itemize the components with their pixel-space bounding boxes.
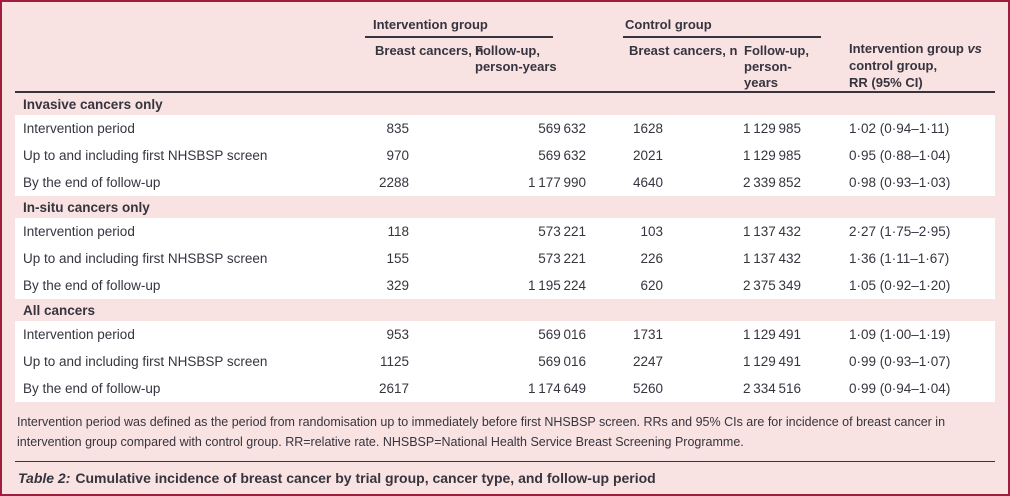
cell-rr: 2·27 (1·75–2·95)	[849, 224, 951, 239]
cell-intervention-py: 573 221	[538, 224, 586, 239]
table-footnote: Intervention period was defined as the p…	[17, 415, 946, 449]
cell-rr: 1·02 (0·94–1·11)	[849, 121, 950, 136]
caption-divider	[15, 461, 995, 462]
table-row: Intervention period 953 569 016 1731 1 1…	[15, 321, 995, 348]
cell-intervention-n: 155	[386, 251, 409, 266]
row-label: Up to and including first NHSBSP screen	[23, 354, 268, 369]
cell-intervention-n: 835	[386, 121, 409, 136]
cell-control-py: 2 339 852	[743, 175, 801, 190]
table-row: Up to and including first NHSBSP screen …	[15, 142, 995, 169]
cell-rr: 1·36 (1·11–1·67)	[849, 251, 950, 266]
row-label: Up to and including first NHSBSP screen	[23, 251, 268, 266]
cell-intervention-n: 2288	[378, 175, 409, 190]
row-label: By the end of follow-up	[23, 175, 161, 190]
cell-control-py: 1 137 432	[743, 224, 801, 239]
cell-rr: 0·98 (0·93–1·03)	[849, 175, 951, 190]
cell-rr: 0·95 (0·88–1·04)	[849, 148, 951, 163]
cell-intervention-n: 953	[386, 327, 409, 342]
rr-header-vs: vs	[967, 41, 982, 56]
table-row: Up to and including first NHSBSP screen …	[15, 348, 995, 375]
intervention-group-header: Intervention group	[365, 2, 589, 38]
cell-control-py: 1 129 985	[743, 121, 801, 136]
cell-rr: 0·99 (0·94–1·04)	[849, 381, 951, 396]
section-title: All cancers	[15, 299, 995, 321]
control-followup-header: Follow-up, person-years	[702, 38, 821, 93]
cell-control-n: 2021	[632, 148, 663, 163]
table-row: By the end of follow-up 2288 1 177 990 4…	[15, 169, 995, 196]
table-row: Intervention period 835 569 632 1628 1 1…	[15, 115, 995, 142]
rr-header-line2: control group,	[849, 58, 938, 73]
cell-control-n: 2247	[632, 354, 663, 369]
cell-control-py: 1 129 985	[743, 148, 801, 163]
table-caption: Table 2: Cumulative incidence of breast c…	[15, 462, 995, 486]
cell-control-py: 1 129 491	[743, 354, 801, 369]
cell-control-n: 5260	[632, 381, 663, 396]
sub-header-row: Breast cancers, n Follow-up, person-year…	[15, 38, 995, 93]
cell-intervention-py: 569 016	[538, 327, 586, 342]
row-label: Up to and including first NHSBSP screen	[23, 148, 268, 163]
table-row: Intervention period 118 573 221 103 1 13…	[15, 218, 995, 245]
cell-control-n: 4640	[632, 175, 663, 190]
cell-control-py: 1 137 432	[743, 251, 801, 266]
table-row: By the end of follow-up 2617 1 174 649 5…	[15, 375, 995, 402]
cell-intervention-py: 1 177 990	[528, 175, 586, 190]
rr-column-header: Intervention group vs control group, RR …	[821, 2, 995, 93]
control-group-header: Control group	[589, 2, 821, 38]
rr-header-line3: RR (95% CI)	[849, 75, 923, 90]
cell-rr: 1·05 (0·92–1·20)	[849, 278, 951, 293]
table-row: By the end of follow-up 329 1 195 224 62…	[15, 272, 995, 299]
cell-control-n: 103	[640, 224, 663, 239]
row-label: Intervention period	[23, 224, 135, 239]
empty-header-cell	[15, 2, 365, 38]
cell-control-n: 1731	[632, 327, 663, 342]
cell-intervention-py: 1 174 649	[528, 381, 586, 396]
cell-intervention-n: 2617	[378, 381, 409, 396]
cell-intervention-py: 1 195 224	[528, 278, 586, 293]
cell-intervention-py: 569 632	[538, 121, 586, 136]
cell-control-py: 1 129 491	[743, 327, 801, 342]
table-row: Up to and including first NHSBSP screen …	[15, 245, 995, 272]
cell-intervention-py: 569 632	[538, 148, 586, 163]
section-title: Invasive cancers only	[15, 92, 995, 115]
row-label: Intervention period	[23, 327, 135, 342]
control-group-label: Control group	[623, 17, 821, 38]
cell-rr: 1·09 (1·00–1·19)	[849, 327, 951, 342]
cell-intervention-py: 573 221	[538, 251, 586, 266]
control-breast-cancers-header: Breast cancers, n	[589, 38, 737, 93]
row-label: By the end of follow-up	[23, 381, 161, 396]
row-label: Intervention period	[23, 121, 135, 136]
intervention-group-label: Intervention group	[365, 17, 553, 38]
section-row-invasive: Invasive cancers only	[15, 92, 995, 115]
cell-intervention-n: 118	[387, 224, 409, 239]
cell-control-py: 2 375 349	[743, 278, 801, 293]
cell-control-n: 1628	[632, 121, 663, 136]
section-title: In-situ cancers only	[15, 196, 995, 218]
cell-intervention-py: 569 016	[538, 354, 586, 369]
section-row-insitu: In-situ cancers only	[15, 196, 995, 218]
row-label: By the end of follow-up	[23, 278, 161, 293]
cell-control-py: 2 334 516	[743, 381, 801, 396]
rr-header-line1: Intervention group	[849, 41, 968, 56]
group-header-row: Intervention group Control group Interve…	[15, 2, 995, 93]
intervention-breast-cancers-header: Breast cancers, n	[365, 38, 483, 93]
cell-intervention-n: 329	[386, 278, 409, 293]
empty-subheader-cell	[15, 38, 365, 93]
caption-text: Cumulative incidence of breast cancer by…	[75, 470, 656, 486]
caption-prefix: Table 2:	[18, 470, 71, 486]
cell-intervention-n: 1125	[379, 354, 409, 369]
table-body: Invasive cancers only Intervention perio…	[15, 92, 995, 402]
section-row-all: All cancers	[15, 299, 995, 321]
cell-control-n: 620	[640, 278, 663, 293]
data-table: Intervention group Control group Interve…	[15, 2, 995, 402]
cell-control-n: 226	[640, 251, 663, 266]
cell-rr: 0·99 (0·93–1·07)	[849, 354, 951, 369]
table-header: Intervention group Control group Interve…	[15, 2, 995, 93]
cell-intervention-n: 970	[386, 148, 409, 163]
intervention-followup-header: Follow-up, person-years	[471, 38, 589, 93]
